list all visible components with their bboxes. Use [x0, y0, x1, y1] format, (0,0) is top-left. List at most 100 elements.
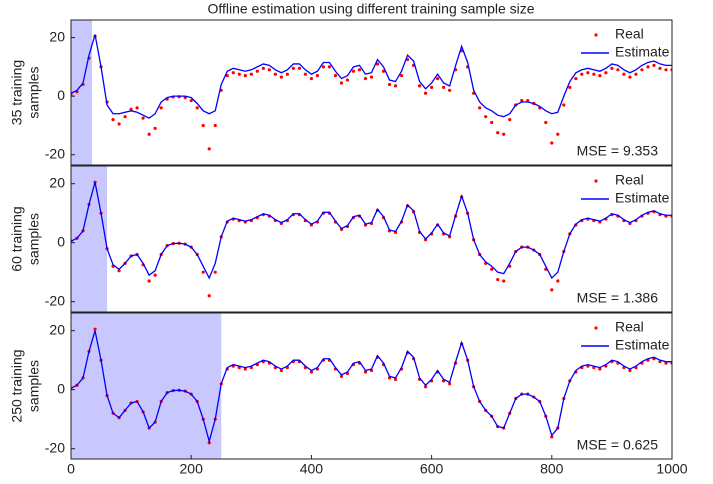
real-point	[243, 74, 247, 78]
real-point	[141, 116, 145, 120]
real-point	[213, 270, 217, 274]
real-point	[153, 126, 157, 130]
legend-label: Estimate	[615, 337, 670, 353]
x-tick-label: 200	[180, 461, 204, 477]
real-point	[442, 85, 446, 89]
y-axis-label: 60 training	[9, 206, 25, 271]
real-point	[502, 279, 506, 283]
real-point	[309, 370, 313, 374]
real-point	[526, 98, 530, 103]
legend-label: Real	[615, 172, 644, 188]
y-tick-label: -20	[45, 145, 65, 161]
real-point	[153, 273, 157, 277]
estimate-line	[71, 182, 672, 280]
legend-label: Estimate	[615, 190, 670, 206]
real-point	[285, 72, 289, 76]
plot-area	[71, 20, 672, 165]
real-point	[556, 279, 560, 283]
panel-frame	[70, 19, 673, 166]
real-point	[592, 72, 596, 76]
mse-annotation: MSE = 0.625	[577, 437, 659, 453]
x-tick-label: 400	[300, 461, 324, 477]
real-point	[225, 74, 229, 78]
real-point	[231, 71, 235, 75]
real-point	[484, 115, 488, 119]
real-point	[135, 106, 139, 110]
real-point	[423, 91, 428, 95]
real-point	[393, 377, 398, 381]
real-point	[393, 84, 398, 88]
mse-annotation: MSE = 9.353	[577, 143, 659, 159]
real-point	[303, 72, 307, 76]
real-point	[351, 69, 356, 73]
real-point	[321, 65, 326, 69]
y-axis-label: 35 training	[9, 60, 25, 125]
y-tick-label: -20	[45, 292, 65, 308]
real-point	[201, 123, 205, 128]
real-point	[309, 76, 313, 81]
legend-marker	[594, 33, 598, 37]
real-point	[417, 84, 422, 88]
real-point	[664, 361, 668, 365]
y-axis-label: samples	[26, 213, 42, 265]
real-point	[363, 76, 368, 81]
real-point	[616, 68, 620, 72]
y-axis-label: 250 training	[9, 349, 25, 422]
real-point	[195, 106, 199, 110]
real-point	[634, 72, 638, 76]
real-point	[387, 82, 392, 87]
real-point	[556, 132, 560, 136]
real-point	[562, 103, 566, 107]
y-axis-label: samples	[26, 66, 42, 118]
real-point	[622, 72, 626, 76]
real-point	[345, 78, 350, 82]
real-point	[628, 75, 632, 79]
real-point	[652, 63, 656, 68]
real-point	[267, 68, 271, 72]
real-point	[520, 98, 524, 103]
real-point	[490, 267, 494, 271]
real-point	[544, 120, 548, 125]
panel-frame	[70, 165, 673, 313]
real-point	[117, 269, 121, 273]
real-point	[550, 435, 554, 439]
x-tick-label: 1000	[656, 461, 687, 477]
plot-area	[71, 313, 672, 459]
real-point	[207, 294, 211, 298]
real-point	[237, 72, 241, 76]
y-tick-label: 0	[57, 87, 65, 103]
legend-label: Real	[615, 319, 644, 335]
panel-frame	[70, 312, 673, 460]
real-point	[478, 106, 482, 110]
estimate-line	[71, 34, 672, 119]
real-point	[357, 68, 362, 72]
legend-label: Estimate	[615, 44, 670, 60]
x-tick-label: 800	[540, 461, 564, 477]
real-point	[568, 85, 572, 89]
real-point	[430, 85, 434, 89]
real-point	[490, 120, 494, 125]
real-point	[423, 385, 428, 389]
mse-annotation: MSE = 1.386	[577, 290, 659, 306]
real-point	[369, 75, 374, 79]
real-point	[339, 81, 344, 85]
real-point	[207, 147, 211, 151]
real-point	[550, 288, 554, 292]
real-point	[550, 141, 554, 145]
real-point	[147, 279, 151, 283]
real-point	[508, 117, 512, 122]
legend-label: Real	[615, 26, 644, 42]
real-point	[333, 74, 338, 78]
real-point	[598, 74, 602, 78]
real-point	[213, 123, 217, 128]
real-point	[580, 72, 584, 76]
estimate-line	[71, 330, 672, 444]
real-point	[291, 66, 295, 70]
real-point	[93, 327, 97, 331]
real-point	[147, 132, 151, 136]
real-point	[640, 68, 644, 72]
real-point	[399, 74, 404, 78]
training-region	[71, 20, 93, 165]
real-point	[279, 368, 283, 373]
y-tick-label: 0	[57, 380, 65, 396]
